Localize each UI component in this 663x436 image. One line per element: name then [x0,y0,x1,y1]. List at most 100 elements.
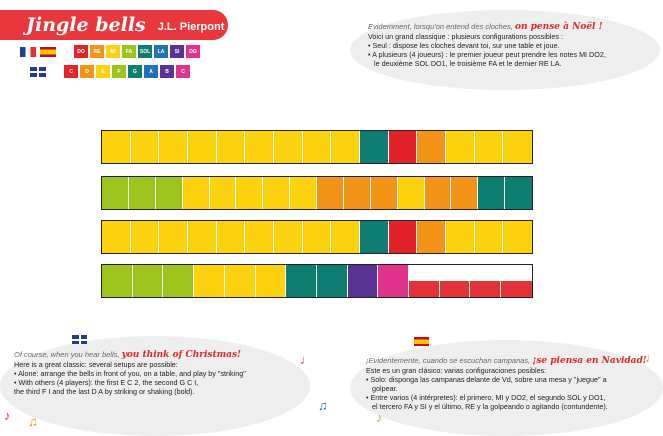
bell-segment [130,221,160,253]
note-chip: C [64,65,78,78]
french-line: • Seul : dispose les cloches devant toi,… [368,41,560,50]
bell-segment [302,131,332,163]
bell-segment [187,131,217,163]
bell-segment [273,221,303,253]
music-note-icon: ♫ [318,398,328,413]
bell-segment [388,221,418,253]
bell-sequence-bar [101,264,533,298]
french-line: Voici un grand classique : plusieurs con… [368,32,563,41]
song-title: Jingle bells [26,14,146,36]
bell-segment [159,221,188,253]
bell-segment [290,177,317,209]
french-text: Evidemment, lorsqu'on entend des cloches… [368,22,658,68]
bell-segment [302,221,332,253]
bell-segment [317,177,344,209]
english-lead: Of course, when you hear bells, [14,350,120,359]
bell-segment [216,131,246,163]
spanish-line: • Solo: disponga las campanas delante de… [366,375,607,384]
bell-segment [245,221,274,253]
uk-flag-icon [72,335,87,344]
bell-segment [451,177,479,209]
bell-segment [102,265,133,297]
english-lead-bold: you think of Christmas! [121,350,241,360]
bell-segment [474,131,504,163]
french-lead-bold: on pense à Noël ! [514,22,603,32]
bell-segment [102,131,131,163]
bell-segment [478,177,506,209]
french-line: • A plusieurs (4 joueurs) : le premier j… [368,50,606,59]
bell-segment [132,265,164,297]
bell-segment [501,265,532,297]
music-note-icon: ♩ [645,350,658,365]
bell-segment [236,177,264,209]
bell-segment [439,265,471,297]
spain-flag-icon [40,46,56,57]
bell-segment [470,265,502,297]
bell-segment [503,131,532,163]
note-chip: SOL [138,45,152,58]
note-chip: D [80,65,94,78]
spain-flag-icon [414,337,429,346]
note-chip: G [128,65,142,78]
bell-segment [370,177,398,209]
english-line: • With others (4 players): the first E C… [14,378,199,387]
bell-segment [128,177,156,209]
song-author: J.L. Pierpont [157,20,225,33]
note-chip: MI [106,45,120,58]
bell-segment [209,177,237,209]
bell-segment [216,221,246,253]
bell-segment [397,177,425,209]
note-chip: C [176,65,190,78]
bell-segment [187,221,217,253]
bell-sequence-bar [101,130,533,164]
bell-segment [505,177,532,209]
note-chip: A [144,65,158,78]
bell-segment [474,221,504,253]
french-line: le deuxième SOL DO1, le troisième FA et … [374,59,562,68]
music-note-icon: ♩ [300,352,313,367]
bell-segment [331,131,360,163]
bell-segment [445,131,475,163]
note-chip: SI [170,45,184,58]
bell-segment [245,131,274,163]
bell-segment [316,265,348,297]
note-list: DO RE MI FA SOL LA SI DO [74,45,202,58]
english-line: Here is a great classic: several setups … [14,360,178,369]
bell-segment [194,265,225,297]
bell-segment [255,265,287,297]
bell-segment [286,265,317,297]
english-line: • Alone: arrange the bells in front of y… [14,369,246,378]
bell-segment [343,177,371,209]
note-chip: B [160,65,174,78]
english-cloud [0,336,310,436]
bell-segment [409,265,440,297]
bell-segment [102,177,129,209]
french-lead: Evidemment, lorsqu'on entend des cloches… [368,22,513,31]
music-note-icon: ♪ [376,410,383,425]
bell-segment [273,131,303,163]
spanish-lead-bold: ¡se piensa en Navidad! [532,356,647,366]
bell-segment [182,177,210,209]
note-chip: F [112,65,126,78]
bell-segment [417,221,446,253]
bell-segment [331,221,360,253]
spanish-cloud [350,340,663,436]
spanish-line: el tercero FA y SI y el último, RE y la … [372,402,608,411]
bell-segment [155,177,183,209]
music-note-icon: ♫ [28,414,38,429]
uk-flag-icon [30,66,46,77]
note-chip: LA [154,45,168,58]
english-line: the third F I and the last D A by striki… [14,387,195,396]
bell-segment [163,265,195,297]
note-chip: RE [90,45,104,58]
note-chip: FA [122,45,136,58]
bell-segment [417,131,446,163]
bell-segment [263,177,291,209]
bell-segment [445,221,475,253]
bell-segment [224,265,256,297]
bell-segment [159,131,188,163]
bell-segment [130,131,160,163]
bell-segment [424,177,452,209]
bell-segment [347,265,379,297]
